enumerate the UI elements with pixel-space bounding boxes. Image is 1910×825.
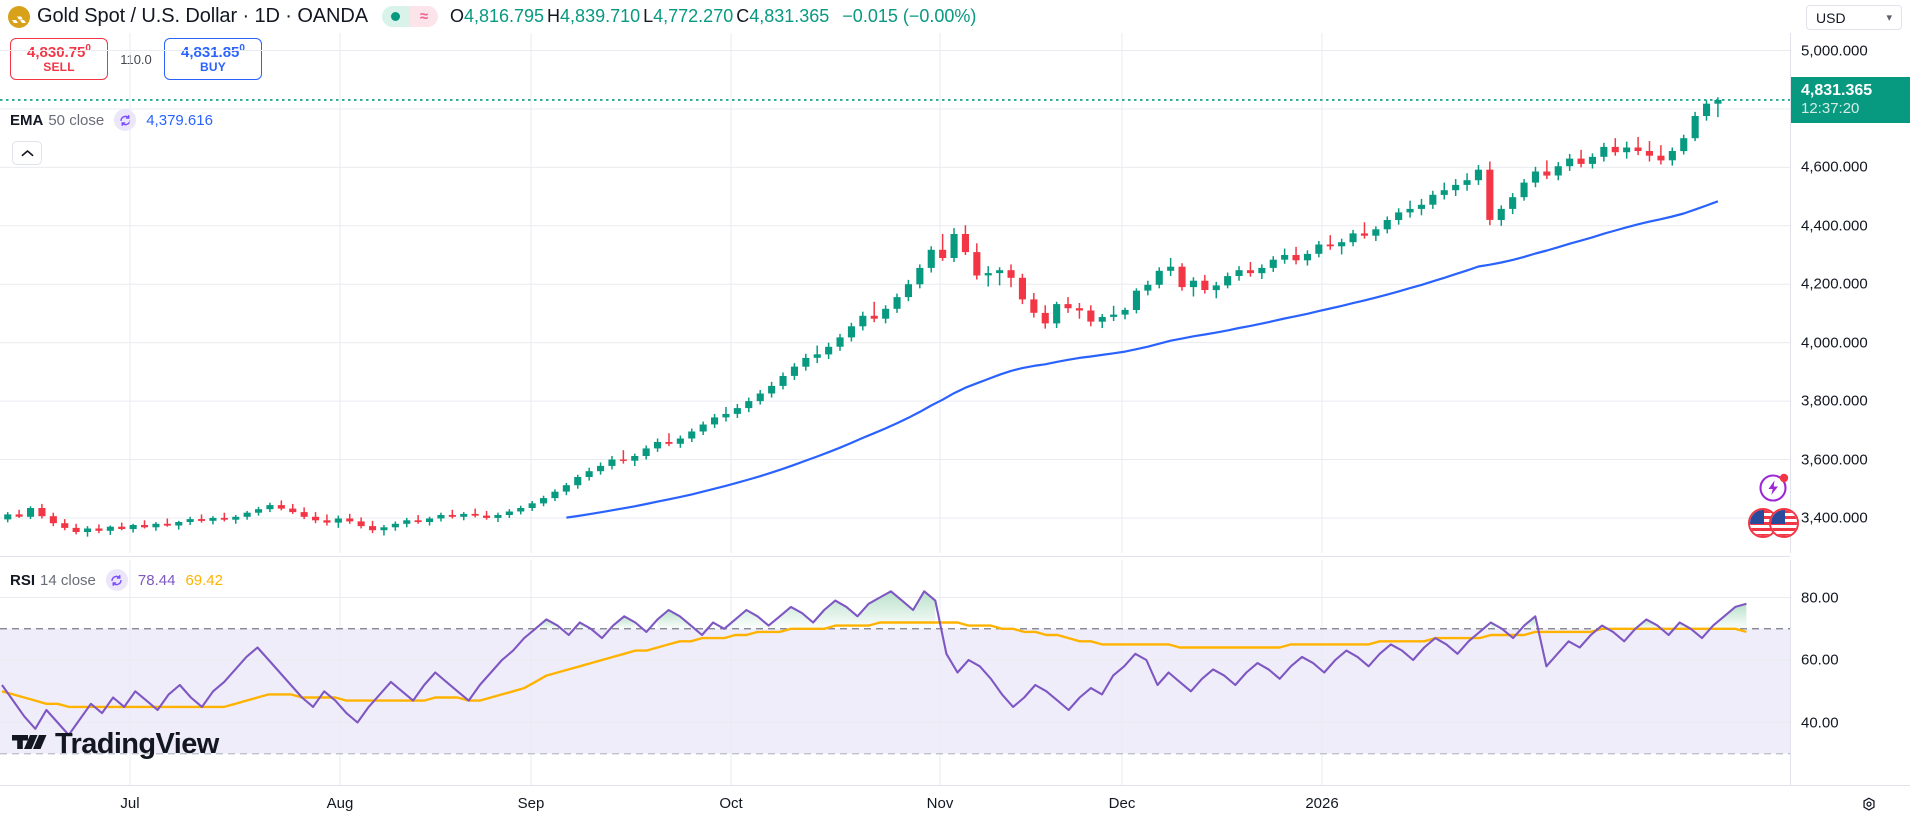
sell-label: SELL (43, 60, 75, 75)
ema-name: EMA (10, 111, 44, 129)
settings-gear-icon[interactable] (1858, 794, 1880, 816)
time-axis-label: Jul (120, 795, 140, 812)
price-change: −0.015 (−0.00%) (842, 6, 977, 26)
ohlc-open: O4,816.795 (449, 6, 545, 26)
current-price-badge: 4,831.365 12:37:20 (1791, 76, 1910, 123)
symbol-title[interactable]: Gold Spot / U.S. Dollar · 1D · OANDA (37, 5, 368, 27)
price-axis-label: 3,600.000 (1801, 451, 1868, 469)
sell-price: 4,830.750 (27, 43, 91, 62)
buy-price: 4,831.850 (181, 43, 245, 62)
collapse-pane-button[interactable] (12, 141, 42, 165)
rsi-axis[interactable]: 80.00 60.00 40.00 (1790, 560, 1910, 785)
pane-separator[interactable] (0, 556, 1790, 557)
us-flag-event-icon[interactable] (1769, 508, 1799, 538)
ema-params: 50 close (48, 111, 105, 129)
economic-event-flags[interactable] (1748, 508, 1799, 538)
ohlc-high: H4,839.710 (547, 6, 641, 26)
currency-select[interactable]: USD ▾ (1806, 5, 1902, 30)
sell-button[interactable]: 4,830.750 SELL (10, 38, 108, 80)
rsi-pane[interactable] (0, 560, 1790, 785)
price-axis-label: 4,400.000 (1801, 217, 1868, 235)
ema-value: 4,379.616 (146, 111, 213, 129)
current-price: 4,831.365 (1801, 82, 1873, 100)
tradingview-logo-icon (12, 731, 48, 758)
time-axis-label: Nov (926, 795, 954, 812)
time-axis-label: Aug (326, 795, 354, 812)
price-axis[interactable]: 5,000.000 4,600.000 4,400.000 4,200.000 4,00… (1790, 33, 1910, 553)
gold-bars-icon (8, 5, 30, 28)
market-status-pill[interactable]: ≈ (381, 6, 438, 27)
rsi-axis-label: 80.00 (1801, 589, 1839, 606)
rsi-ma-value: 69.42 (185, 571, 223, 589)
price-axis-label: 3,400.000 (1801, 509, 1868, 527)
chart-header: Gold Spot / U.S. Dollar · 1D · OANDA ≈ O… (0, 0, 1910, 33)
rsi-axis-label: 60.00 (1801, 651, 1839, 669)
tradingview-watermark: TradingView (12, 728, 219, 761)
time-axis[interactable]: Jul Aug Sep Oct Nov Dec 2026 (0, 785, 1910, 825)
refresh-icon[interactable] (105, 569, 128, 591)
chevron-down-icon: ▾ (1886, 12, 1892, 24)
ohlc-close: C4,831.365 (736, 6, 830, 26)
bar-countdown: 12:37:20 (1801, 100, 1860, 118)
rsi-legend[interactable]: RSI 14 close 78.44 69.42 (10, 569, 233, 591)
buy-button[interactable]: 4,831.850 BUY (164, 38, 262, 80)
price-axis-label: 4,600.000 (1801, 158, 1868, 176)
time-axis-label: Oct (719, 795, 743, 812)
price-pane[interactable] (0, 33, 1790, 553)
chevron-up-icon (21, 149, 33, 156)
rsi-params: 14 close (40, 571, 96, 589)
price-axis-label: 4,000.000 (1801, 334, 1868, 352)
ohlc-low: L4,772.270 (643, 6, 734, 26)
time-axis-label: Sep (517, 795, 545, 812)
currency-value: USD (1816, 9, 1846, 26)
tradingview-watermark-text: TradingView (55, 728, 219, 760)
buy-label: BUY (200, 60, 226, 75)
approx-realtime-icon: ≈ (409, 6, 438, 27)
lightning-bolt-icon[interactable] (1757, 470, 1791, 504)
price-axis-label: 4,200.000 (1801, 275, 1868, 293)
rsi-name: RSI (10, 571, 36, 589)
price-axis-label: 3,800.000 (1801, 392, 1868, 410)
price-axis-label: 5,000.000 (1801, 42, 1868, 60)
time-axis-label: 2026 (1305, 795, 1339, 812)
time-axis-label: Dec (1108, 795, 1136, 812)
market-open-dot (381, 6, 410, 27)
rsi-axis-label: 40.00 (1801, 714, 1839, 731)
chart-event-icons (1748, 470, 1799, 538)
trade-buttons: 4,830.750 SELL 110.0 4,831.850 BUY (10, 38, 262, 80)
rsi-value: 78.44 (137, 571, 176, 589)
spread-value: 110.0 (120, 51, 152, 67)
